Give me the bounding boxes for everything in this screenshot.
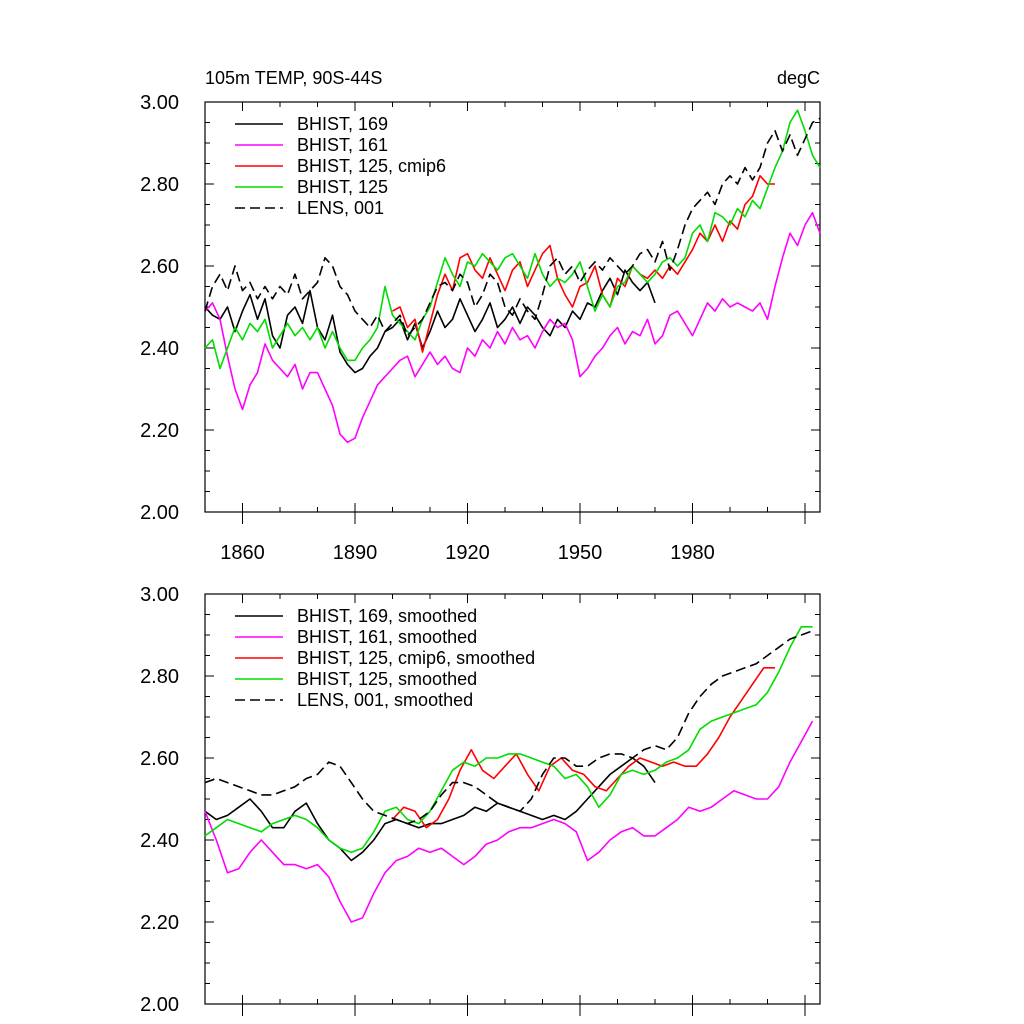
series-line-3 <box>391 666 775 829</box>
y-tick-label: 2.80 <box>140 174 179 196</box>
series-line-2 <box>204 211 821 444</box>
series-line-1 <box>204 757 656 862</box>
y-tick-label: 2.00 <box>140 502 179 524</box>
legend-entry-label: BHIST, 161, smoothed <box>297 627 477 647</box>
series-line-3 <box>392 175 775 353</box>
y-tick-label: 2.00 <box>140 994 179 1016</box>
x-tick-label: 1920 <box>445 542 490 564</box>
legend-entry-label: BHIST, 125, cmip6 <box>297 156 446 176</box>
y-tick-label: 2.40 <box>140 338 179 360</box>
y-tick-label: 2.60 <box>140 256 179 278</box>
legend-entry-label: LENS, 001 <box>297 198 384 218</box>
chart-title: 105m TEMP, 90S-44S <box>205 68 382 88</box>
y-tick-label: 2.20 <box>140 420 179 442</box>
series-line-4 <box>204 625 813 854</box>
x-tick-label: 1980 <box>670 542 715 564</box>
series-line-2 <box>204 720 814 923</box>
legend-entry-label: BHIST, 125 <box>297 177 388 197</box>
legend-entry-label: BHIST, 125, smoothed <box>297 669 477 689</box>
legend-entry-label: BHIST, 161 <box>297 135 388 155</box>
series-line-4 <box>204 109 821 370</box>
series-line-5 <box>204 630 813 825</box>
y-tick-label: 2.60 <box>140 748 179 770</box>
y-tick-label: 2.80 <box>140 666 179 688</box>
y-tick-label: 2.20 <box>140 912 179 934</box>
x-tick-label: 1860 <box>220 542 265 564</box>
bottom-panel: 2.00 2.20 2.40 2.60 2.80 3.00 BHIST, 169, smoo… <box>140 584 821 1016</box>
units-label: degC <box>777 68 820 88</box>
y-tick-label: 3.00 <box>140 584 179 606</box>
legend-entry-label: BHIST, 169, smoothed <box>297 606 477 626</box>
y-tick-label: 2.40 <box>140 830 179 852</box>
legend-entry-label: BHIST, 125, cmip6, smoothed <box>297 648 535 668</box>
top-panel: 105m TEMP, 90S-44S degC 2.00 2.20 2.40 2.60… <box>140 68 821 564</box>
legend-entry-label: LENS, 001, smoothed <box>297 690 473 710</box>
legend-entry-label: BHIST, 169 <box>297 114 388 134</box>
x-tick-label: 1950 <box>558 542 603 564</box>
series-line-5 <box>204 117 821 337</box>
series-line-1 <box>204 269 656 374</box>
y-tick-label: 3.00 <box>140 92 179 114</box>
x-tick-label: 1890 <box>333 542 378 564</box>
